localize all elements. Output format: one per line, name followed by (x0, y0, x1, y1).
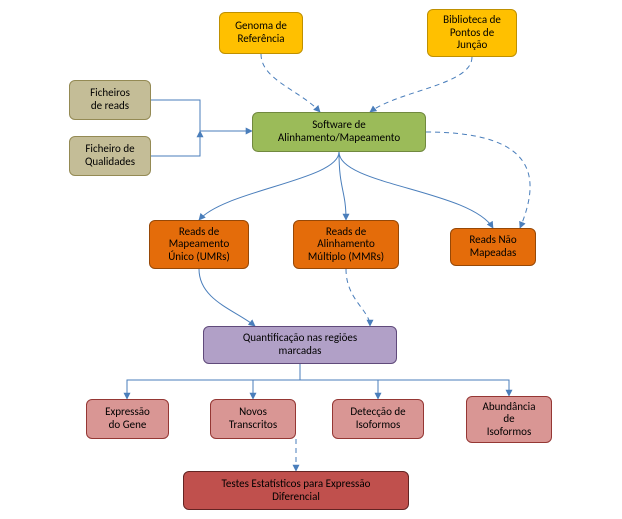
node-genoma: Genoma deReferência (219, 12, 303, 54)
node-quant: Quantificação nas regiõesmarcadas (203, 326, 397, 364)
node-testes: Testes Estatísticos para ExpressãoDifere… (183, 471, 409, 510)
node-ficheiros: Ficheirosde reads (69, 80, 151, 120)
node-mmr: Reads deAlinhamentoMúltiplo (MMRs) (293, 220, 399, 269)
node-novos: NovosTranscritos (210, 399, 296, 439)
edge-umr-quant (199, 269, 255, 326)
node-expr: Expressãodo Gene (86, 399, 169, 439)
node-detec: Detecção deIsoformos (332, 399, 424, 439)
edge-ficheiros-software (151, 100, 252, 131)
edge-genoma-software (261, 54, 320, 112)
edge-software-mmr (339, 152, 346, 220)
edge-software-nao (339, 152, 493, 228)
edge-biblioteca-software (370, 57, 472, 112)
edge-quant-expr (127, 364, 300, 399)
node-abund: AbundânciadeIsoformos (466, 396, 552, 443)
node-nao: Reads NãoMapeadas (450, 228, 536, 266)
node-software: Software deAlinhamento/Mapeamento (252, 112, 426, 152)
edge-mmr-quant (346, 269, 370, 326)
edge-quant-detec (300, 364, 378, 399)
node-umr: Reads deMapeamentoÚnico (UMRs) (149, 220, 249, 269)
edge-qualidades-software (151, 131, 200, 156)
edge-quant-novos (253, 364, 300, 399)
edge-software-umr (199, 152, 339, 220)
node-biblioteca: Biblioteca dePontos deJunção (427, 9, 517, 57)
node-qualidades: Ficheiro deQualidades (69, 136, 151, 176)
edge-quant-abund (300, 364, 509, 396)
